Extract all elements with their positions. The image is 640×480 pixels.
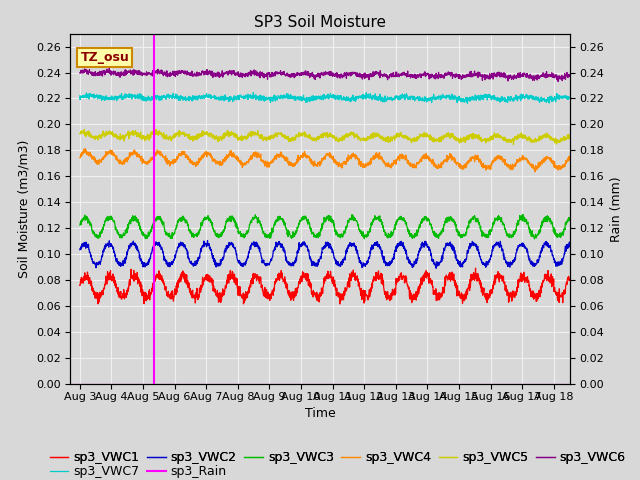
sp3_VWC7 bbox=[76, 93, 84, 98]
Legend: sp3_VWC7, sp3_Rain: sp3_VWC7, sp3_Rain bbox=[45, 460, 232, 480]
Line: sp3_VWC6: sp3_VWC6 bbox=[80, 68, 570, 82]
sp3_VWC1 bbox=[462, 292, 470, 298]
sp3_VWC5 bbox=[462, 137, 470, 143]
sp3_VWC1 bbox=[301, 273, 309, 279]
Legend: sp3_VWC1, sp3_VWC2, sp3_VWC3, sp3_VWC4, sp3_VWC5, sp3_VWC6: sp3_VWC1, sp3_VWC2, sp3_VWC3, sp3_VWC4, … bbox=[45, 446, 631, 469]
sp3_VWC7 bbox=[314, 95, 322, 100]
sp3_VWC7 bbox=[552, 99, 559, 105]
sp3_VWC3 bbox=[552, 230, 559, 236]
Line: sp3_VWC1: sp3_VWC1 bbox=[80, 268, 570, 304]
sp3_VWC3 bbox=[314, 234, 322, 240]
sp3_VWC2 bbox=[566, 240, 573, 246]
sp3_VWC2 bbox=[314, 257, 322, 263]
sp3_VWC3 bbox=[101, 218, 109, 224]
sp3_VWC6 bbox=[106, 65, 113, 71]
sp3_VWC2 bbox=[462, 257, 470, 263]
sp3_VWC4 bbox=[314, 160, 322, 166]
Title: SP3 Soil Moisture: SP3 Soil Moisture bbox=[254, 15, 386, 30]
sp3_VWC7 bbox=[463, 100, 471, 106]
sp3_VWC6 bbox=[552, 73, 559, 79]
sp3_VWC5 bbox=[76, 131, 84, 136]
sp3_VWC6 bbox=[462, 73, 470, 79]
sp3_VWC6 bbox=[314, 72, 322, 78]
sp3_VWC5 bbox=[552, 135, 559, 141]
Line: sp3_VWC3: sp3_VWC3 bbox=[80, 215, 570, 239]
sp3_VWC7 bbox=[566, 95, 573, 100]
sp3_VWC1 bbox=[552, 291, 560, 297]
sp3_VWC5 bbox=[509, 142, 517, 147]
sp3_VWC3 bbox=[461, 232, 469, 238]
sp3_VWC4 bbox=[301, 152, 309, 157]
Y-axis label: Soil Moisture (m3/m3): Soil Moisture (m3/m3) bbox=[17, 140, 30, 278]
sp3_VWC1 bbox=[336, 301, 344, 307]
sp3_VWC5 bbox=[301, 130, 309, 135]
sp3_VWC3 bbox=[531, 236, 538, 242]
sp3_VWC2 bbox=[552, 264, 560, 269]
sp3_VWC4 bbox=[566, 153, 573, 159]
sp3_VWC6 bbox=[566, 73, 573, 79]
sp3_VWC6 bbox=[554, 79, 562, 84]
sp3_VWC6 bbox=[552, 73, 559, 79]
Y-axis label: Rain (mm): Rain (mm) bbox=[610, 176, 623, 241]
sp3_VWC1 bbox=[76, 283, 84, 288]
sp3_VWC4 bbox=[462, 164, 470, 170]
sp3_VWC5 bbox=[552, 135, 560, 141]
sp3_VWC5 bbox=[152, 127, 160, 132]
sp3_VWC2 bbox=[552, 261, 559, 266]
Line: sp3_VWC5: sp3_VWC5 bbox=[80, 130, 570, 144]
sp3_VWC6 bbox=[101, 72, 109, 78]
sp3_VWC3 bbox=[519, 212, 527, 217]
Line: sp3_VWC7: sp3_VWC7 bbox=[80, 93, 570, 103]
Line: sp3_VWC2: sp3_VWC2 bbox=[80, 240, 570, 268]
sp3_VWC7 bbox=[301, 97, 309, 103]
sp3_VWC2 bbox=[204, 238, 211, 243]
sp3_VWC2 bbox=[301, 243, 309, 249]
sp3_VWC2 bbox=[76, 247, 84, 252]
sp3_VWC3 bbox=[76, 222, 84, 228]
Line: sp3_VWC4: sp3_VWC4 bbox=[80, 148, 570, 172]
sp3_VWC3 bbox=[566, 217, 573, 223]
sp3_VWC7 bbox=[101, 96, 109, 101]
sp3_VWC7 bbox=[250, 90, 257, 96]
sp3_VWC7 bbox=[552, 96, 560, 102]
sp3_VWC4 bbox=[81, 145, 89, 151]
sp3_VWC2 bbox=[101, 246, 109, 252]
sp3_VWC4 bbox=[552, 163, 560, 168]
sp3_VWC5 bbox=[566, 132, 573, 138]
sp3_VWC1 bbox=[101, 282, 109, 288]
Text: TZ_osu: TZ_osu bbox=[81, 51, 129, 64]
sp3_VWC6 bbox=[76, 70, 84, 76]
X-axis label: Time: Time bbox=[305, 407, 335, 420]
sp3_VWC1 bbox=[314, 292, 322, 298]
sp3_VWC1 bbox=[472, 265, 479, 271]
sp3_VWC4 bbox=[76, 155, 84, 161]
sp3_VWC5 bbox=[101, 131, 109, 137]
sp3_VWC5 bbox=[314, 134, 322, 140]
sp3_VWC1 bbox=[566, 277, 573, 283]
sp3_VWC1 bbox=[552, 289, 559, 295]
sp3_VWC4 bbox=[552, 165, 559, 171]
sp3_VWC3 bbox=[552, 233, 560, 239]
sp3_VWC6 bbox=[301, 68, 309, 74]
sp3_VWC7 bbox=[462, 97, 470, 103]
sp3_VWC3 bbox=[301, 214, 309, 219]
sp3_VWC4 bbox=[531, 169, 539, 175]
sp3_VWC2 bbox=[432, 265, 440, 271]
sp3_VWC4 bbox=[101, 152, 109, 158]
